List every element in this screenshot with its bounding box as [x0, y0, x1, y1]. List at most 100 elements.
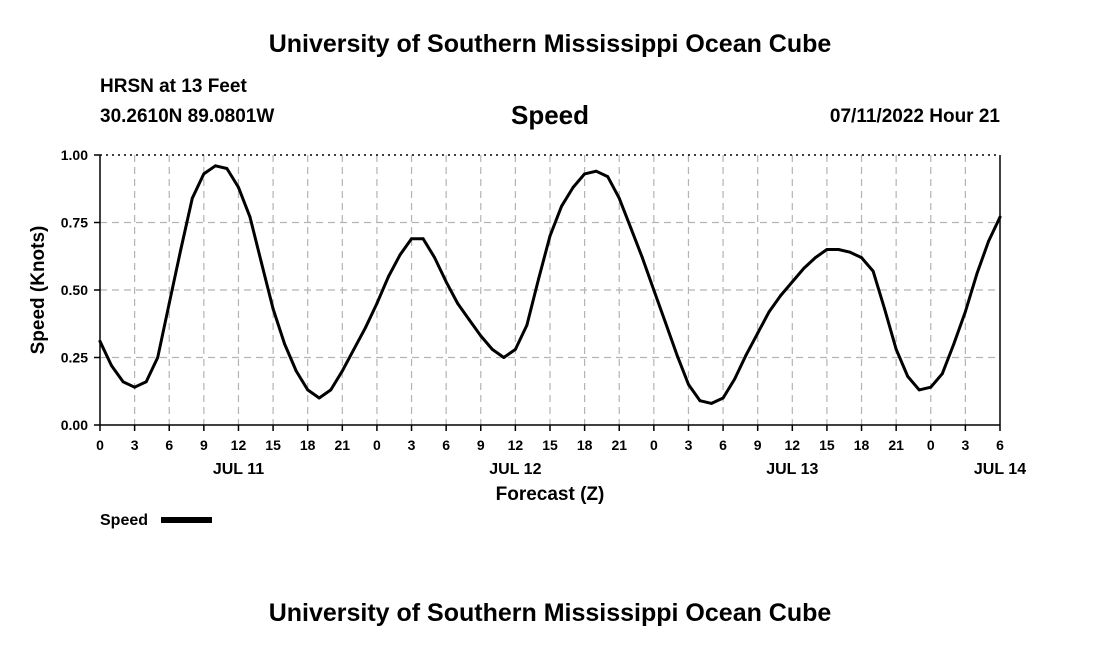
- x-tick-label: 0: [373, 437, 381, 453]
- station-label: HRSN at 13 Feet: [100, 76, 247, 97]
- y-tick-label: 0.25: [61, 350, 88, 366]
- speed-data-point: [433, 256, 437, 259]
- speed-data-point: [110, 364, 113, 367]
- speed-data-point: [744, 353, 748, 357]
- y-tick-label: 0.00: [61, 417, 88, 433]
- x-tick-label: 18: [300, 437, 316, 453]
- speed-data-point: [883, 307, 887, 311]
- date-label: JUL 12: [489, 461, 541, 478]
- speed-data-point: [721, 396, 725, 400]
- speed-series-line: [98, 164, 1002, 405]
- speed-data-point: [513, 348, 517, 351]
- speed-data-point: [283, 342, 287, 346]
- x-tick-label: 0: [96, 437, 104, 453]
- x-tick-label: 21: [335, 437, 351, 453]
- speed-data-point: [306, 388, 310, 392]
- speed-data-point: [906, 375, 910, 378]
- date-label: JUL 14: [974, 461, 1026, 478]
- x-tick-label: 0: [650, 437, 658, 453]
- speed-data-point: [687, 383, 690, 386]
- speed-data-point: [202, 172, 206, 176]
- speed-data-point: [421, 237, 425, 241]
- x-tick-label: 6: [996, 437, 1004, 453]
- x-tick-label: 15: [542, 437, 558, 453]
- speed-data-point: [583, 172, 587, 176]
- speed-data-point: [767, 310, 771, 313]
- speed-data-point: [352, 348, 356, 351]
- y-tick-label: 0.75: [61, 215, 88, 231]
- speed-data-point: [121, 380, 125, 384]
- speed-data-point: [813, 256, 817, 259]
- speed-data-point: [629, 226, 633, 230]
- speed-data-point: [548, 234, 552, 238]
- speed-data-point: [952, 342, 956, 346]
- y-axis-label: Speed (Knots): [28, 226, 49, 355]
- speed-data-point: [987, 240, 990, 243]
- y-tick-label: 1.00: [61, 147, 88, 163]
- x-tick-label: 21: [611, 437, 627, 453]
- forecast-run-time: 07/11/2022 Hour 21: [829, 106, 1000, 127]
- station-coordinates: 30.2610N 89.0801W: [100, 106, 275, 127]
- x-tick-label: 3: [408, 437, 416, 453]
- x-tick-label: 15: [819, 437, 835, 453]
- x-tick-label: 18: [577, 437, 593, 453]
- speed-data-point: [167, 302, 171, 305]
- x-tick-label: 12: [508, 437, 524, 453]
- speed-data-point: [375, 302, 379, 305]
- speed-data-point: [444, 280, 448, 284]
- speed-data-point: [894, 348, 898, 351]
- x-tick-label: 18: [854, 437, 870, 453]
- speed-data-point: [467, 318, 471, 322]
- x-tick-label: 6: [719, 437, 727, 453]
- x-tick-label: 12: [785, 437, 801, 453]
- speed-data-point: [560, 204, 563, 208]
- x-tick-label: 3: [685, 437, 693, 453]
- speed-data-point: [213, 164, 217, 168]
- date-label: JUL 13: [766, 461, 818, 478]
- speed-data-point: [248, 215, 252, 219]
- speed-data-point: [698, 399, 702, 403]
- speed-data-point: [456, 302, 460, 305]
- date-label: JUL 11: [213, 461, 264, 478]
- speed-data-point: [294, 369, 298, 373]
- speed-data-point: [133, 385, 137, 389]
- speed-data-point: [271, 307, 275, 311]
- speed-data-point: [848, 250, 852, 254]
- speed-data-point: [594, 169, 598, 173]
- speed-data-point: [640, 256, 644, 259]
- speed-data-point: [363, 326, 367, 330]
- speed-data-point: [871, 269, 875, 273]
- speed-data-point: [975, 272, 979, 276]
- x-tick-label: 12: [231, 437, 247, 453]
- x-tick-label: 21: [888, 437, 904, 453]
- speed-data-point: [617, 196, 621, 200]
- speed-data-point: [329, 388, 333, 392]
- speed-data-point: [260, 261, 263, 265]
- series-layer: [98, 164, 1002, 405]
- speed-data-point: [802, 267, 806, 270]
- speed-data-point: [675, 353, 679, 357]
- speed-data-point: [190, 196, 194, 200]
- x-tick-label: 9: [477, 437, 485, 453]
- speed-data-point: [537, 277, 540, 281]
- speed-data-point: [237, 186, 240, 189]
- x-tick-label: 6: [165, 437, 173, 453]
- speed-data-point: [410, 237, 413, 241]
- speed-data-point: [317, 396, 321, 400]
- legend-label: Speed: [100, 512, 148, 529]
- x-axis-label: Forecast (Z): [496, 484, 605, 505]
- axes: [94, 154, 1001, 431]
- speed-data-point: [652, 288, 656, 292]
- speed-data-point: [779, 294, 783, 297]
- speed-data-point: [733, 377, 737, 381]
- chart-title: Speed: [510, 100, 590, 130]
- y-tick-label: 0.50: [61, 282, 88, 298]
- speed-data-point: [225, 167, 229, 170]
- speed-data-point: [825, 248, 829, 251]
- speed-data-point: [663, 321, 667, 324]
- x-tick-label: 9: [754, 437, 762, 453]
- speed-data-point: [571, 186, 575, 189]
- speed-data-point: [502, 356, 506, 359]
- x-tick-label: 3: [131, 437, 139, 453]
